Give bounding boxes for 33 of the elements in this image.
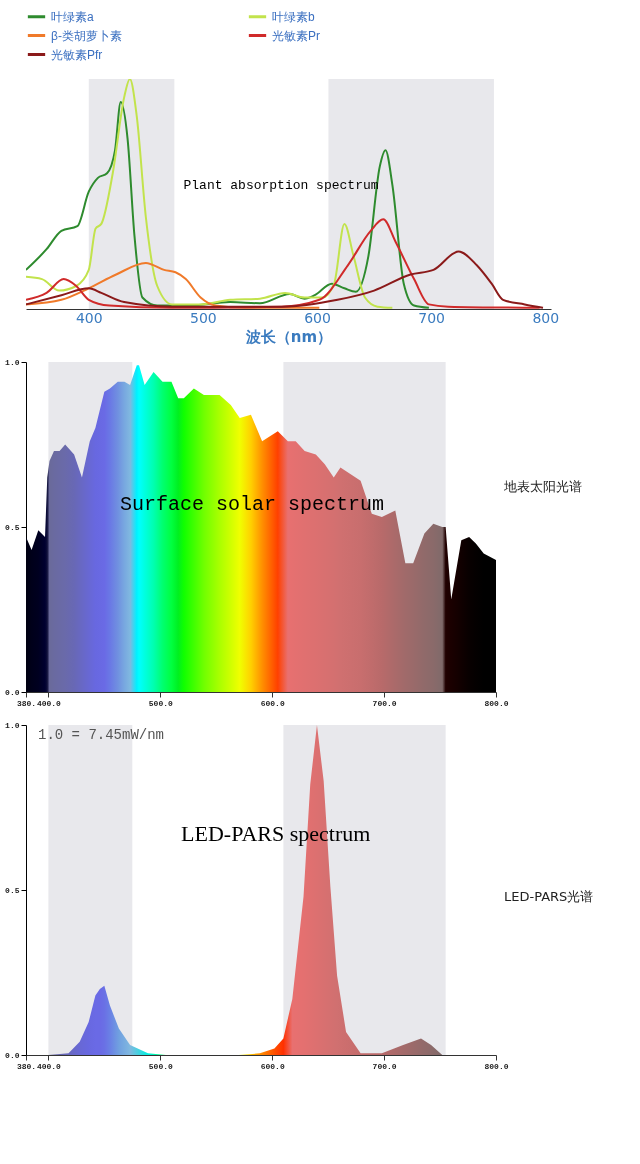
x-tick-label: 800.0 [484,698,509,708]
x-tick-label: 500.0 [148,1061,173,1071]
x-axis-title: 波长（nm） [244,327,333,346]
x-tick-label: 600 [304,309,331,326]
x-tick-label: 800 [532,309,560,326]
legend-label: 光敏素Pr [272,28,320,43]
text: LED-PARS光谱 [504,888,594,904]
text: 地表太阳光谱 [503,479,582,495]
text: LED-PARS spectrum [181,820,371,846]
x-tick-label: 500 [190,309,217,326]
legend-label: 叶绿素b [272,9,315,24]
legend-label: β-类胡萝卜素 [51,28,122,43]
annotation: 1.0 = 7.45mW/nm [38,727,165,743]
y-tick-label: 1.0 [5,720,20,730]
x-tick-label: 400.0 [36,1061,62,1071]
y-tick-label: 0.0 [5,687,20,697]
legend-label: 光敏素Pfr [51,47,103,62]
x-tick-label: 380. [16,1061,37,1071]
x-tick-label: 400.0 [36,698,62,708]
x-tick-label: 600.0 [260,698,285,708]
x-tick-label: 500.0 [148,698,173,708]
x-tick-label: 700.0 [372,698,397,708]
x-tick-label: 600.0 [260,1061,285,1071]
y-tick-label: 0.0 [5,1050,20,1060]
x-tick-label: 800.0 [484,1061,509,1071]
x-tick-label: 700 [418,309,446,326]
x-tick-label: 400 [75,309,103,326]
y-tick-label: 0.5 [5,885,20,895]
x-tick-label: 700.0 [372,1061,397,1071]
legend-label: 叶绿素a [51,9,94,24]
x-tick-label: 380. [16,698,37,708]
y-tick-label: 0.5 [5,522,20,532]
y-tick-label: 1.0 [5,357,20,367]
